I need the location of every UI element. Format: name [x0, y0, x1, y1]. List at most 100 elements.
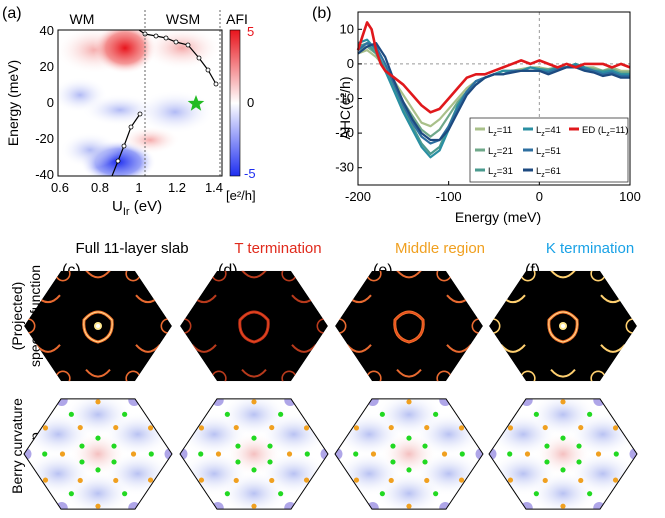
weyl-point-orange	[353, 425, 360, 431]
weyl-point-orange	[595, 451, 602, 457]
corner-hotspot	[164, 448, 172, 460]
edge-feature	[396, 270, 422, 279]
weyl-point-orange	[198, 477, 205, 483]
row-label-spectral-1: (Projected)	[9, 282, 25, 350]
weyl-point-green	[533, 491, 539, 497]
weyl-point-green	[576, 443, 582, 449]
weyl-point-orange	[542, 477, 548, 484]
weyl-point-orange	[424, 424, 430, 431]
weyl-point-green	[353, 451, 359, 457]
weyl-point-orange	[95, 503, 101, 509]
b-xtick: 0	[536, 189, 543, 204]
weyl-point-green	[148, 451, 154, 457]
weyl-point-orange	[303, 425, 310, 431]
weyl-point-green	[224, 411, 230, 417]
weyl-point-orange	[542, 424, 548, 431]
weyl-point-green	[235, 443, 241, 449]
fermi-pocket-core	[83, 311, 113, 343]
weyl-point-orange	[612, 477, 619, 483]
bz-boundary	[334, 398, 484, 510]
edge-feature	[191, 344, 217, 353]
edge-feature	[396, 368, 422, 378]
corner-hotspot	[475, 448, 483, 460]
weyl-point-orange	[353, 477, 360, 483]
weyl-point-green	[278, 411, 284, 417]
weyl-point-orange	[113, 477, 119, 484]
corner-hotspot	[24, 448, 32, 460]
gamma-spot-core	[561, 324, 565, 328]
phase-wm: WM	[70, 11, 95, 27]
weyl-point-orange	[560, 399, 566, 405]
colorbar-tick: 5	[247, 24, 254, 39]
weyl-point-green	[507, 451, 513, 457]
series-line	[356, 21, 631, 114]
b-ytick: -30	[335, 160, 354, 175]
weyl-point-orange	[507, 425, 514, 431]
fermi-pocket-core	[239, 311, 269, 343]
weyl-point-orange	[370, 451, 377, 457]
edge-feature	[241, 270, 267, 279]
weyl-point-green	[68, 491, 74, 497]
weyl-point-orange	[215, 451, 222, 457]
colorbar-unit: [e²/h]	[226, 188, 256, 203]
weyl-point-green	[111, 443, 117, 449]
weyl-point-orange	[424, 477, 430, 484]
edge-feature	[85, 270, 111, 279]
weyl-point-orange	[388, 477, 394, 484]
weyl-point-green	[406, 435, 412, 441]
b-ytick: -10	[335, 91, 354, 106]
weyl-point-orange	[130, 451, 137, 457]
column-title: K termination	[545, 240, 635, 257]
weyl-point-green	[560, 435, 566, 441]
bz-boundary	[179, 398, 329, 510]
weyl-point-orange	[560, 503, 566, 509]
phase-wsm: WSM	[166, 11, 200, 27]
gamma-spot-core	[96, 324, 100, 328]
weyl-point-green	[122, 491, 128, 497]
weyl-point-green	[42, 451, 48, 457]
a-xtick: 0.6	[51, 180, 69, 195]
weyl-point-orange	[42, 477, 49, 483]
a-ytick: -40	[35, 167, 54, 182]
weyl-point-green	[533, 411, 539, 417]
star-marker	[187, 95, 205, 111]
berry-curvature-map	[489, 398, 637, 510]
corner-hotspot	[629, 448, 637, 460]
fermi-pocket-core	[394, 311, 424, 343]
weyl-point-green	[422, 459, 428, 465]
edge-feature	[500, 344, 526, 353]
weyl-point-green	[267, 443, 273, 449]
a-ylabel: Energy (meV)	[5, 60, 21, 146]
legend-box	[469, 117, 629, 183]
weyl-point-green	[235, 459, 241, 465]
weyl-point-green	[433, 491, 439, 497]
a-ytick: 20	[40, 59, 54, 74]
edge-feature	[35, 344, 61, 353]
weyl-point-green	[251, 435, 257, 441]
b-xlabel: Energy (meV)	[455, 209, 541, 225]
weyl-point-green	[278, 491, 284, 497]
weyl-point-orange	[77, 477, 83, 484]
weyl-point-orange	[269, 424, 275, 431]
weyl-point-orange	[233, 477, 239, 484]
b-xtick: 100	[619, 189, 641, 204]
corner-hotspot	[320, 448, 328, 460]
weyl-point-orange	[251, 399, 257, 405]
edge-feature	[446, 344, 472, 353]
weyl-point-orange	[77, 424, 83, 431]
berry-curvature-map	[180, 398, 328, 510]
a-ytick: -20	[35, 131, 54, 146]
b-ylabel: AHC(e²/h)	[337, 76, 353, 139]
weyl-point-orange	[251, 503, 257, 509]
weyl-point-green	[79, 443, 85, 449]
b-xtick: -200	[345, 189, 371, 204]
weyl-point-orange	[612, 425, 619, 431]
legend: Lz=11 Lz=41 ED (Lz=11) Lz=21 Lz=51 Lz=31 Lz=61	[469, 117, 629, 183]
fermi-pocket-core	[548, 311, 578, 343]
weyl-point-orange	[458, 477, 465, 483]
bz-boundary	[23, 398, 173, 510]
edge-feature	[291, 344, 317, 353]
weyl-point-green	[544, 459, 550, 465]
a-ytick: 0	[47, 95, 54, 110]
weyl-point-green	[422, 443, 428, 449]
